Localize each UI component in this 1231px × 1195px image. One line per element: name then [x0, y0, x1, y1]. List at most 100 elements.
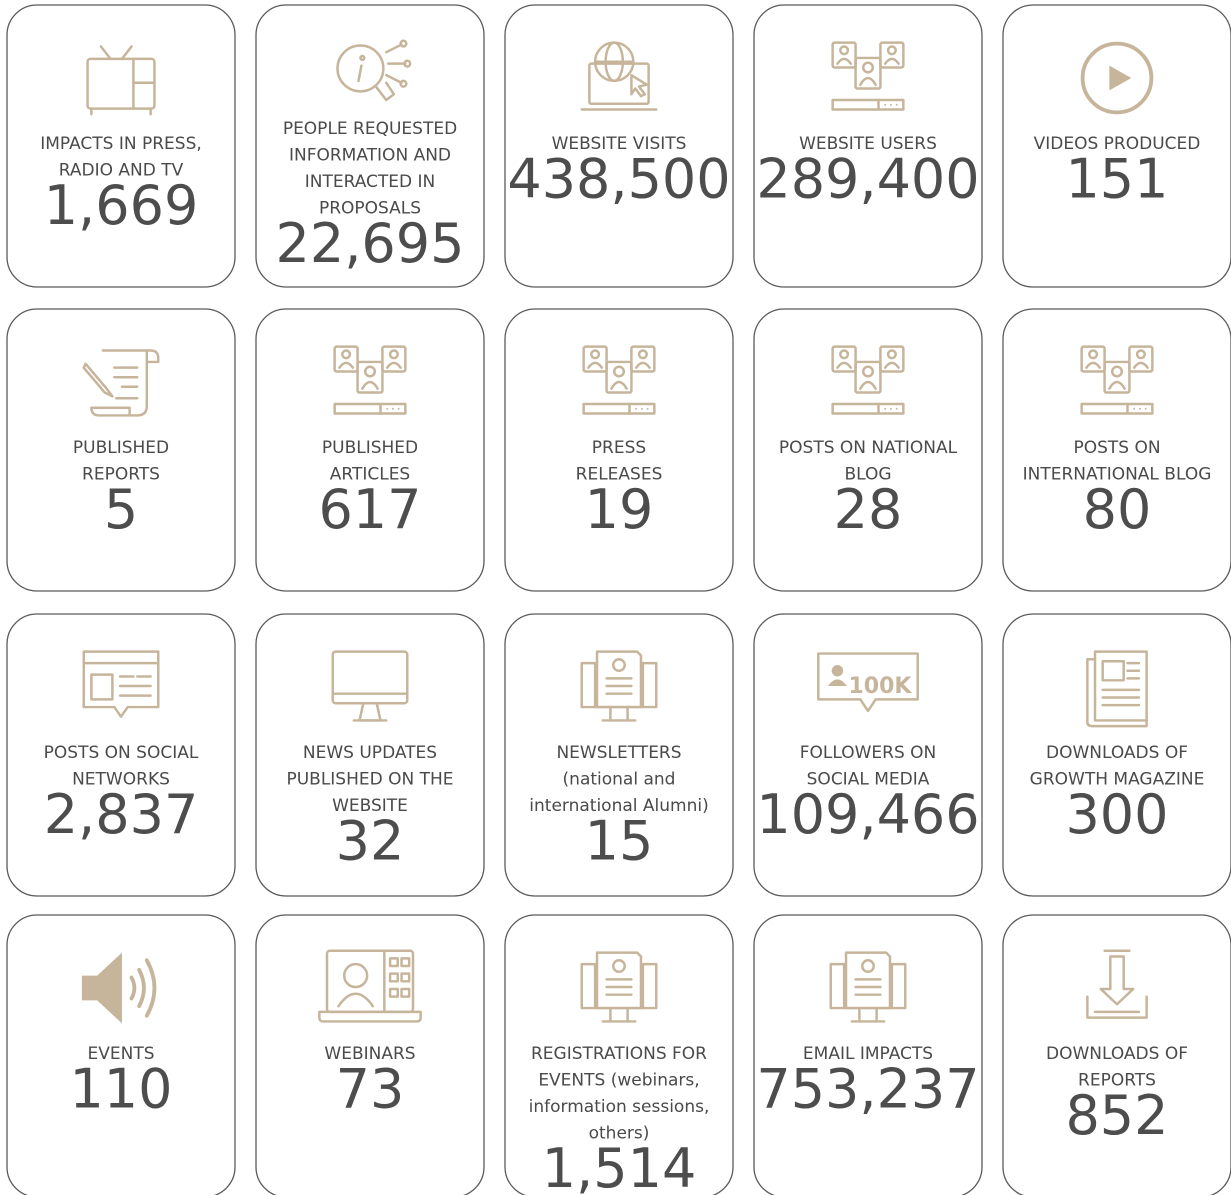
- card-value: 852: [1065, 1084, 1168, 1147]
- card-box: [255, 308, 485, 592]
- card: NEWSLETTERS (national and international Al…: [504, 613, 734, 897]
- card-label: WEBSITE VISITS: [552, 134, 687, 154]
- card-label: RELEASES: [576, 465, 663, 485]
- card-box: [504, 4, 734, 288]
- card-label: PUBLISHED: [73, 438, 169, 458]
- card-label: INTERNATIONAL BLOG: [1023, 465, 1212, 485]
- card-label: DOWNLOADS OF: [1046, 1044, 1188, 1064]
- card-box: [1002, 914, 1231, 1195]
- card-label: POSTS ON NATIONAL: [779, 438, 958, 458]
- card-label: WEBSITE USERS: [799, 134, 937, 154]
- card-label: INTERACTED IN: [305, 172, 436, 192]
- card-value: 19: [585, 478, 654, 541]
- card-label: SOCIAL MEDIA: [807, 770, 930, 790]
- card-label: others): [589, 1124, 650, 1144]
- card-label: POSTS ON: [1073, 438, 1160, 458]
- card-value: 110: [69, 1058, 172, 1121]
- card-label: PUBLISHED: [322, 438, 418, 458]
- card-value: 15: [585, 810, 654, 873]
- card-value: 617: [318, 478, 421, 541]
- card-label: EVENTS: [87, 1044, 154, 1064]
- card-value: 1,669: [44, 174, 199, 237]
- card-label: REGISTRATIONS FOR: [531, 1044, 707, 1064]
- card-box: [6, 308, 236, 592]
- card-box: [255, 613, 485, 897]
- card-label: EVENTS (webinars,: [538, 1071, 699, 1091]
- card-box: [255, 914, 485, 1195]
- card-label: GROWTH MAGAZINE: [1030, 770, 1205, 790]
- card-box: [504, 914, 734, 1195]
- card-label: IMPACTS IN PRESS,: [40, 134, 202, 154]
- card-value: 2,837: [44, 783, 199, 846]
- card-value: 5: [104, 478, 138, 541]
- icon-text: 100K: [849, 674, 913, 699]
- card-value: 32: [336, 810, 405, 873]
- card-label: DOWNLOADS OF: [1046, 743, 1188, 763]
- card-box: [1002, 4, 1231, 288]
- card-box: [753, 308, 983, 592]
- card-value: 1,514: [542, 1137, 697, 1195]
- card-value: 151: [1065, 148, 1168, 211]
- card-box: [753, 613, 983, 897]
- card-box: [753, 4, 983, 288]
- card-label: REPORTS: [82, 465, 160, 485]
- card-label: PEOPLE REQUESTED: [283, 119, 457, 139]
- card-label: information sessions,: [529, 1097, 710, 1117]
- card-value: 73: [336, 1058, 405, 1121]
- card-box: [6, 914, 236, 1195]
- card-label: WEBSITE: [332, 796, 408, 816]
- card-label: WEBINARS: [324, 1044, 415, 1064]
- card-value: 753,237: [756, 1058, 979, 1121]
- card-label: EMAIL IMPACTS: [803, 1044, 933, 1064]
- card-box: [255, 4, 485, 288]
- card-value: 28: [834, 478, 903, 541]
- card-label: FOLLOWERS ON: [800, 743, 937, 763]
- card-label: VIDEOS PRODUCED: [1034, 134, 1201, 154]
- card-label: POSTS ON SOCIAL: [44, 743, 199, 763]
- card-label: BLOG: [844, 465, 891, 485]
- card-label: NEWS UPDATES: [303, 743, 437, 763]
- card-value: 438,500: [507, 148, 730, 211]
- card: REGISTRATIONS FOR EVENTS (webinars, inform…: [504, 914, 734, 1195]
- card-label: NETWORKS: [72, 770, 170, 790]
- card-value: 22,695: [276, 212, 465, 275]
- card-value: 80: [1083, 478, 1152, 541]
- card: PEOPLE REQUESTED INFORMATION AND INTERACTE…: [255, 4, 485, 288]
- card-label: (national and: [563, 770, 676, 790]
- card-label: RADIO AND TV: [59, 161, 184, 181]
- card-label: NEWSLETTERS: [556, 743, 681, 763]
- card-value: 289,400: [756, 148, 979, 211]
- card: IMPACTS IN PRESS, RADIO AND TV1,669: [6, 4, 236, 288]
- card-label: INFORMATION AND: [289, 146, 451, 166]
- card-value: 109,466: [756, 783, 979, 846]
- card-label: PUBLISHED ON THE: [286, 770, 453, 790]
- card-label: PRESS: [592, 438, 646, 458]
- card-label: REPORTS: [1078, 1071, 1156, 1091]
- card-value: 300: [1065, 783, 1168, 846]
- card-label: international Alumni): [529, 796, 708, 816]
- card-box: [1002, 613, 1231, 897]
- card-box: [753, 914, 983, 1195]
- card-box: [1002, 308, 1231, 592]
- card-label: PROPOSALS: [319, 199, 421, 219]
- card-box: [504, 308, 734, 592]
- card-label: ARTICLES: [330, 465, 410, 485]
- card-box: [6, 613, 236, 897]
